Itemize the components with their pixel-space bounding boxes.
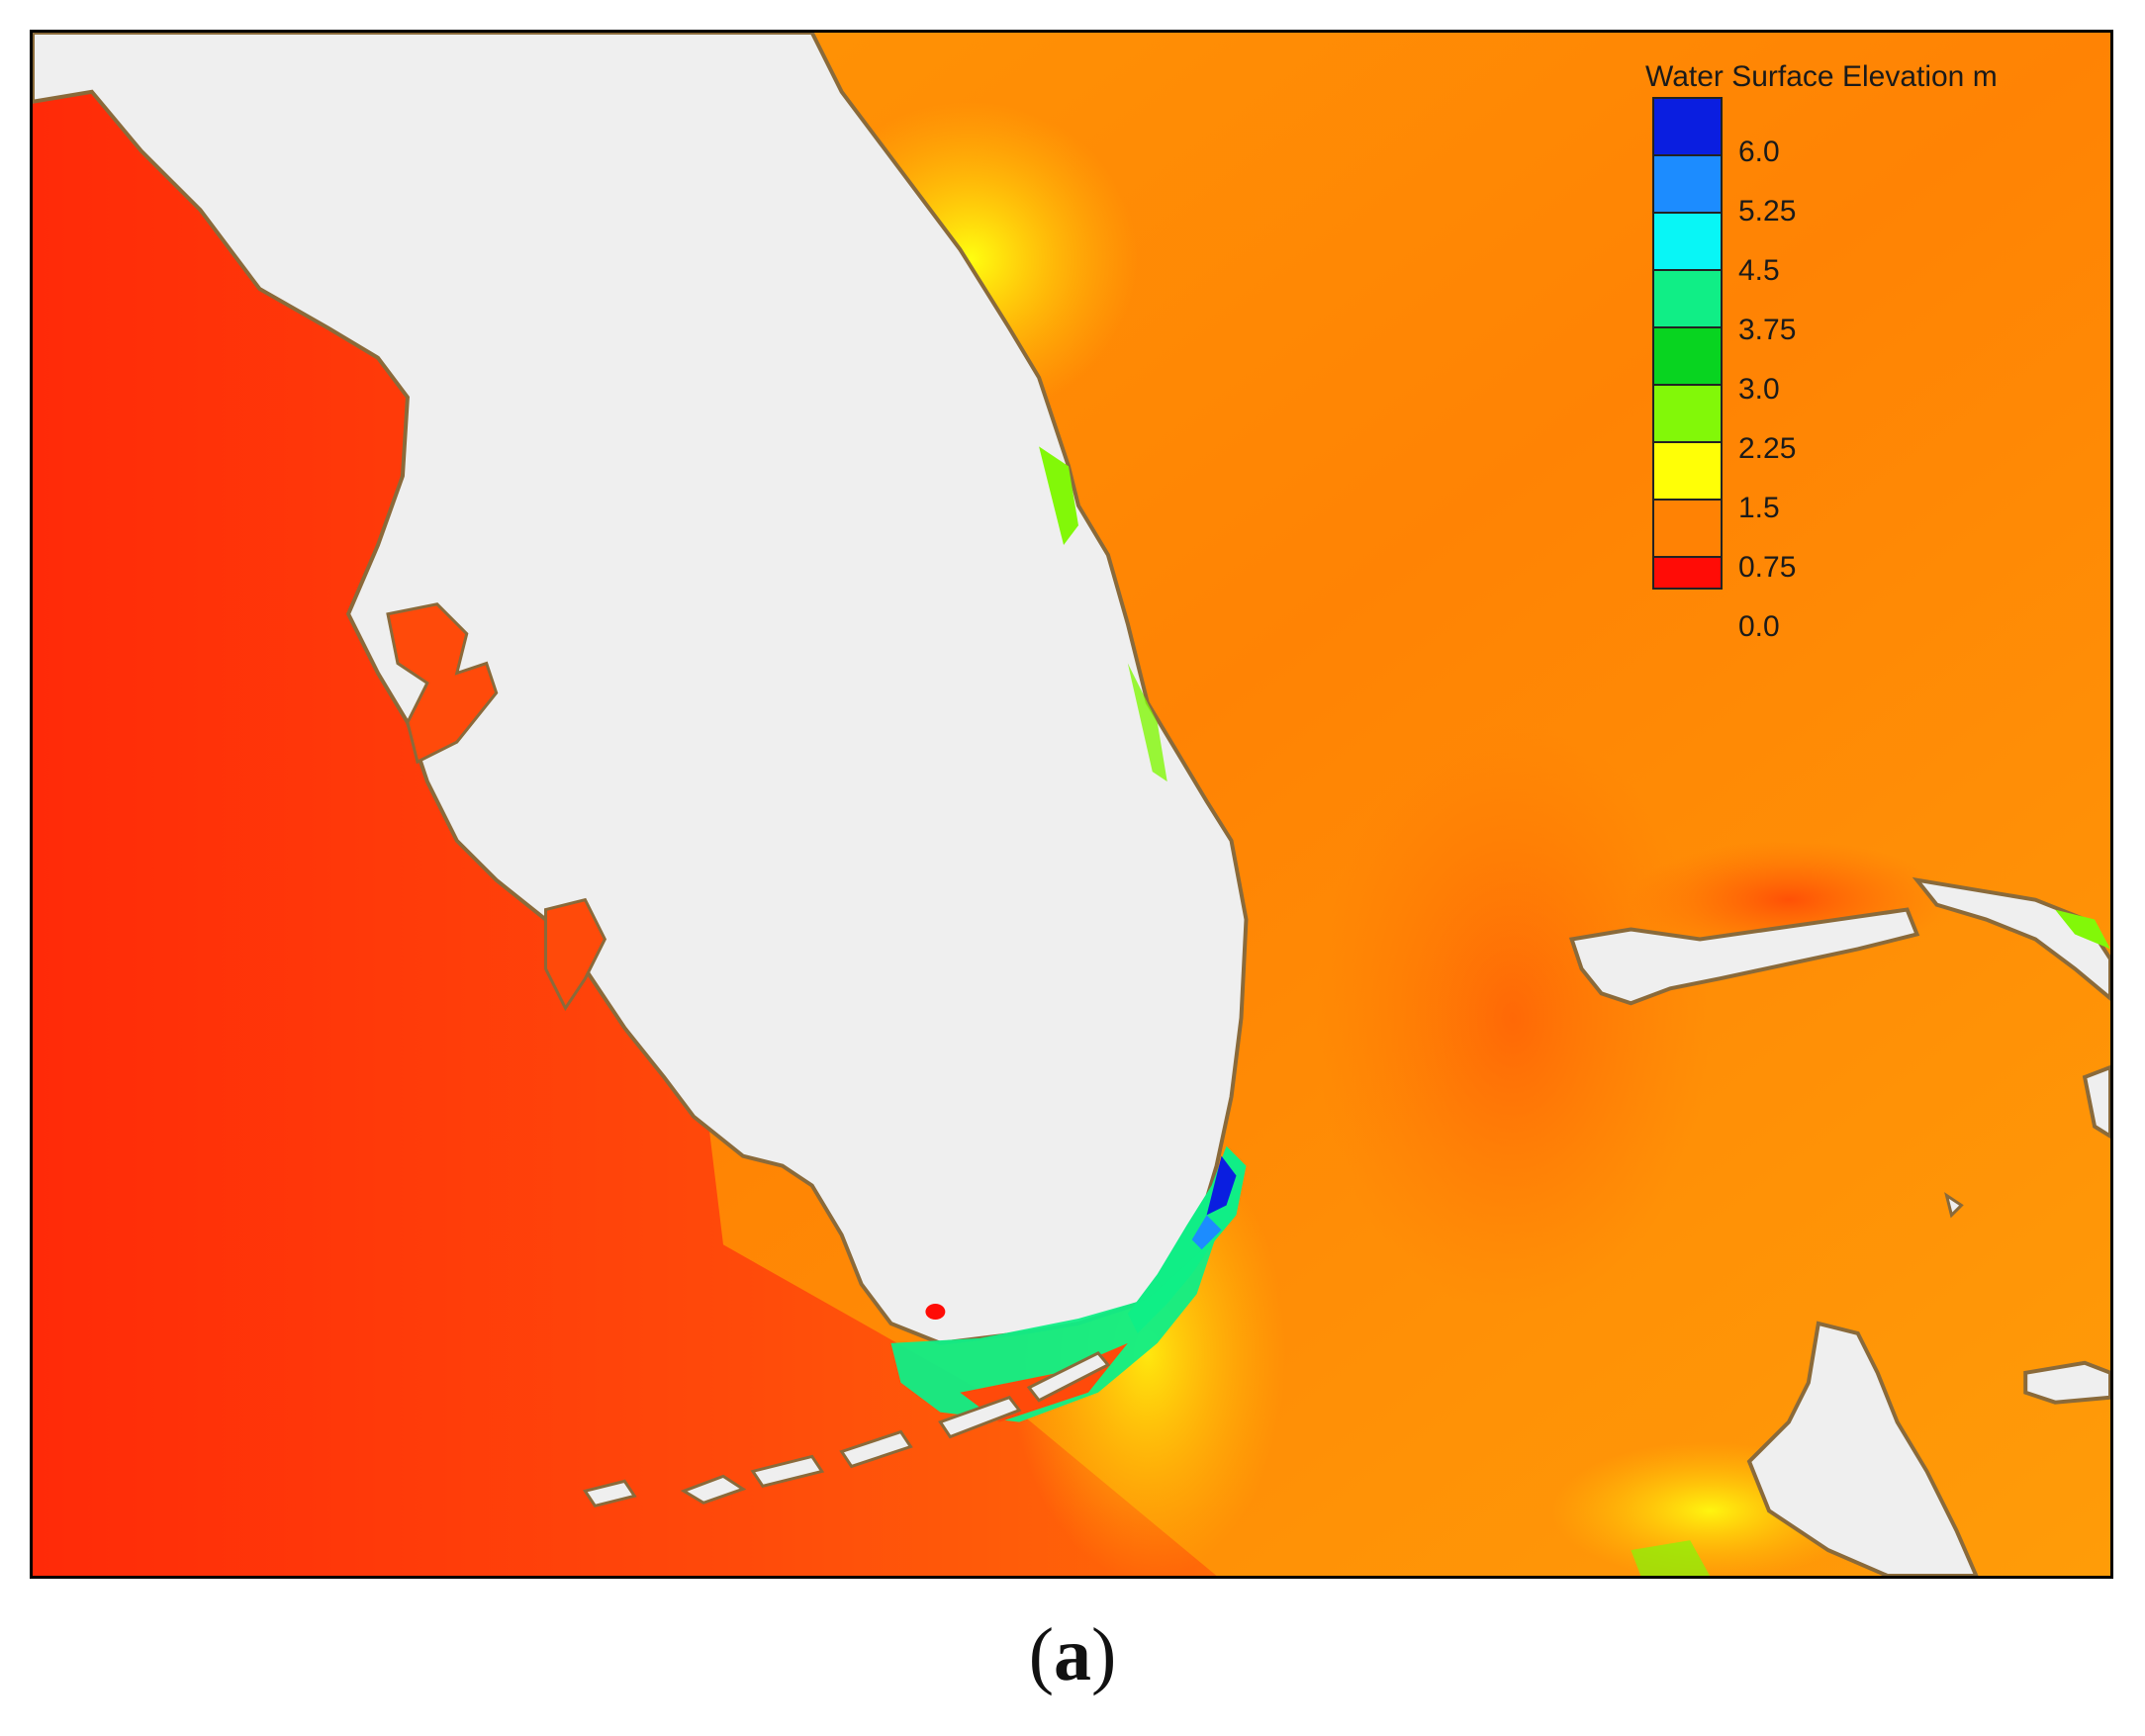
- legend-label: 0.0: [1738, 610, 1780, 643]
- surge-abaco: [2055, 909, 2110, 950]
- legend-swatch: [1654, 501, 1721, 558]
- legend-label: 4.5: [1738, 254, 1780, 287]
- grand-bahama-island: [1568, 907, 1920, 1006]
- storm-surge-map: Water Surface Elevation m 6.0 5.25 4.5 3…: [30, 30, 2113, 1579]
- legend-swatch: [1654, 156, 1721, 214]
- florida-keys: [582, 1351, 1111, 1508]
- surge-florida-bay: [890, 1234, 1217, 1422]
- legend-swatch: [1654, 99, 1721, 156]
- legend: Water Surface Elevation m 6.0 5.25 4.5 3…: [1616, 43, 2110, 676]
- legend-swatch: [1654, 328, 1721, 386]
- berry-island: [1944, 1192, 1964, 1219]
- surge-strip-cape: [1039, 446, 1078, 546]
- florida-peninsula: [33, 33, 1249, 1345]
- caption-open-paren: (: [1028, 1613, 1054, 1696]
- legend-label: 0.75: [1738, 551, 1797, 584]
- nassau-island: [2023, 1360, 2110, 1405]
- abaco-island: [1912, 876, 2110, 1001]
- andros-island: [1746, 1321, 1979, 1576]
- legend-label: 2.25: [1738, 432, 1797, 465]
- caption-close-paren: ): [1091, 1613, 1117, 1696]
- eleuthera-island: [2082, 1064, 2110, 1140]
- map-canvas: [33, 33, 2110, 1576]
- legend-swatch: [1654, 558, 1721, 588]
- legend-label: 6.0: [1738, 136, 1780, 168]
- surge-andros: [1631, 1540, 1711, 1576]
- legend-title: Water Surface Elevation m: [1645, 60, 1998, 93]
- legend-swatch: [1654, 386, 1721, 443]
- legend-label: 5.25: [1738, 195, 1797, 228]
- legend-swatch: [1654, 271, 1721, 328]
- legend-swatch: [1654, 214, 1721, 271]
- inland-lake: [925, 1304, 946, 1320]
- surge-peak-miami: [1206, 1155, 1237, 1216]
- legend-swatch: [1654, 443, 1721, 501]
- caption-letter: a: [1054, 1613, 1091, 1696]
- surge-strip-central: [1127, 663, 1167, 782]
- surge-high-miami: [1191, 1215, 1222, 1250]
- legend-label: 3.75: [1738, 314, 1797, 346]
- tampa-bay: [386, 602, 499, 765]
- charlotte-harbor: [544, 897, 607, 1012]
- legend-label: 1.5: [1738, 492, 1780, 524]
- legend-swatches: [1652, 97, 1723, 590]
- figure-caption: (a): [0, 1612, 2145, 1698]
- low-zone-central: [1315, 722, 1711, 1315]
- legend-label: 3.0: [1738, 373, 1780, 406]
